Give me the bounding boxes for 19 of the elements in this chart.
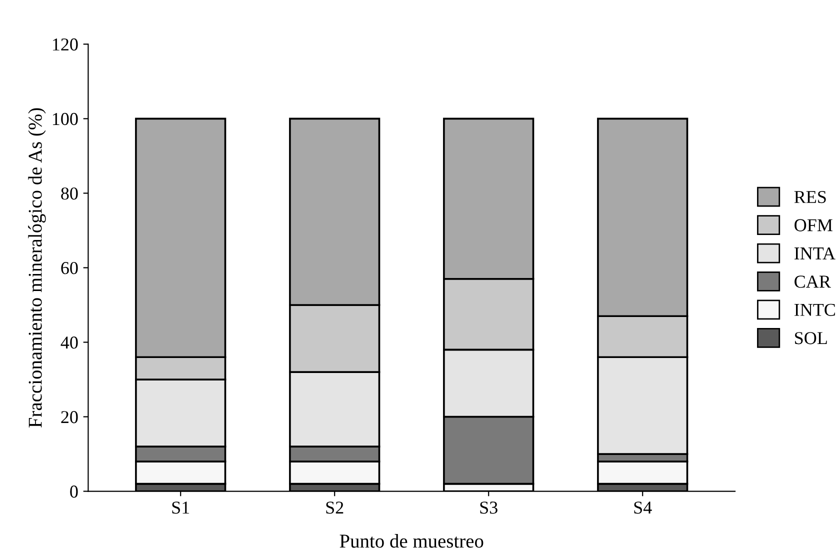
x-tick-label: S2: [326, 502, 344, 514]
y-tick-label: 80: [61, 187, 78, 200]
y-tick-label: 40: [60, 336, 78, 349]
legend-label: CAR: [794, 276, 831, 288]
legend-label: RES: [794, 190, 826, 204]
x-tick-label: S3: [480, 502, 498, 514]
y-tick-label: 0: [70, 486, 78, 498]
y-tick-label: 100: [52, 112, 78, 126]
legend-label: INTC: [794, 304, 835, 316]
legend-label: INTA: [794, 247, 836, 260]
legend-label: SOL: [795, 332, 827, 344]
legend-label: OFM: [794, 219, 832, 232]
x-tick-label: S4: [634, 502, 652, 514]
y-tick-label: 20: [61, 411, 78, 424]
y-tick-label: 60: [61, 262, 78, 274]
x-axis-title: Punto de muestreo: [340, 534, 484, 548]
x-tick-label: S1: [172, 502, 190, 514]
y-tick-label: 120: [52, 38, 78, 51]
y-axis-title: Fraccionamiento mineralógico de As (%): [28, 108, 46, 428]
